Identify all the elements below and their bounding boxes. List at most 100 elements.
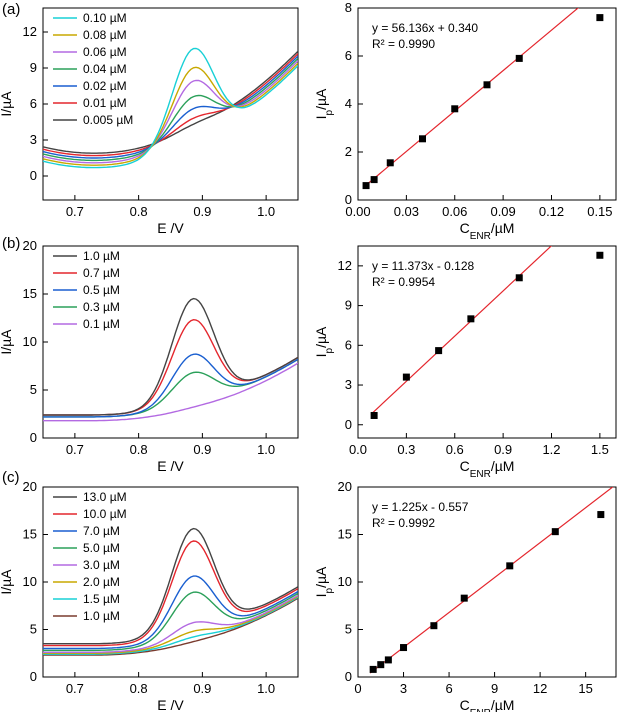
cv-chart-c-series-line [43,596,298,655]
cal-chart-b-data-point [435,347,443,355]
cv-chart-a-series-line [43,57,298,162]
cal-chart-b-data-point [370,411,378,419]
cv-chart-a-legend-label: 0.06 µM [83,45,127,59]
cal-chart-c-ytick-label: 15 [338,527,352,542]
cv-chart-b-series-line [43,318,298,416]
cal-chart-a-ylabel: Ip/µA [313,88,335,119]
cal-chart-a-data-point [419,135,426,143]
cv-chart-a-series-line [43,47,298,169]
cal-chart-c-data-point [377,661,385,669]
cal-chart-b-fit-equation: y = 11.373x - 0.128 [372,259,475,273]
cv-chart-c-series-line [43,575,298,650]
cal-chart-c-xtick-label: 9 [491,681,498,696]
cal-chart-b-xtick-label: 1.5 [591,442,609,457]
cal-chart-b-ytick-label: 0 [345,417,352,432]
cv-chart-b-series-line [43,358,298,418]
cal-chart-a: 0.00 0.03 0.06 0.09 0.12 0.15 0 2 4 6 8 CENR/µM Ip/µ… [313,0,617,242]
cal-chart-a-fit-r2: R² = 0.9990 [372,37,435,51]
cv-chart-c-legend-label: 10.0 µM [83,507,127,521]
cv-chart-a-legend-label: 0.04 µM [83,62,127,76]
cal-chart-b-data-point [402,373,410,381]
cv-chart-b-xtick-label: 0.9 [193,442,211,457]
panel-label-b: (b) [2,235,20,252]
cal-chart-c-data-point [369,665,377,673]
cv-chart-b-ytick-label: 15 [23,286,37,301]
cv-chart-b-legend-label: 0.1 µM [83,317,120,331]
cv-chart-c-legend-label: 1.5 µM [83,592,120,606]
cv-chart-c-legend-label: 1.0 µM [83,609,120,623]
cal-chart-c-xtick-label: 6 [445,681,452,696]
cal-chart-b-ylabel: Ip/µA [313,326,335,357]
cv-chart-a-legend-label: 0.02 µM [83,79,127,93]
cal-chart-c-data-point [506,562,514,570]
cv-chart-b-legend-label: 0.7 µM [83,266,120,280]
cal-chart-c-data-point [597,511,605,519]
cal-chart-c-data-point [384,656,392,664]
cv-chart-a-ytick-label: 6 [30,96,37,111]
cv-chart-a-xtick-label: 0.7 [66,204,84,219]
cv-chart-b-ytick-label: 20 [23,238,37,253]
cv-chart-a-ylabel: I/µA [0,91,14,117]
cv-chart-c-ytick-label: 5 [30,622,37,637]
cal-chart-a-data-point [596,14,604,22]
cal-chart-b-data-point [467,315,475,323]
cv-chart-c-ytick-label: 15 [23,527,37,542]
cal-chart-c-fit-equation: y = 1.225x - 0.557 [372,500,469,514]
cal-chart-c-ytick-label: 20 [338,479,352,494]
cal-chart-b-ytick-label: 12 [338,258,352,273]
cal-chart-b-fit-line [370,246,552,415]
cv-chart-c-legend-label: 7.0 µM [83,524,120,538]
cv-chart-c-series-line [43,527,298,645]
cv-chart-b-ytick-label: 10 [23,334,37,349]
cv-chart-b-legend-label: 0.3 µM [83,300,120,314]
cal-chart-b-ytick-label: 6 [345,337,352,352]
cal-chart-c-data-point [430,622,438,630]
cv-chart-b-ytick-label: 5 [30,382,37,397]
cv-chart-b-series-line [43,353,298,418]
cv-chart-c-legend-label: 2.0 µM [83,575,120,589]
cv-chart-a-xtick-label: 0.8 [130,204,148,219]
cv-chart-c-series-line [43,540,298,647]
cv-chart-a-legend-label: 0.08 µM [83,28,127,42]
cv-chart-a-legend-label: 0.01 µM [83,96,127,110]
cv-chart-b-xtick-label: 0.7 [66,442,84,457]
cv-chart-c-series-line [43,594,298,653]
cv-chart-a-series-line [43,60,298,164]
cv-chart-c-ytick-label: 20 [23,479,37,494]
cal-chart-a-xlabel: CENR/µM [460,220,515,242]
cal-chart-b-xtick-label: 0.9 [494,442,512,457]
cal-chart-c-ytick-label: 0 [345,669,352,684]
cal-chart-b-data-point [515,274,523,282]
cv-chart-c-xtick-label: 0.8 [130,681,148,696]
cv-chart-b-legend-label: 0.5 µM [83,283,120,297]
cal-chart-b-data-point [596,251,604,259]
cv-chart-a-series-line [43,62,298,166]
cv-chart-a-xtick-label: 0.9 [193,204,211,219]
cal-chart-c-data-point [460,594,468,602]
cv-chart-a-ytick-label: 9 [30,60,37,75]
cal-chart-b-ytick-label: 9 [345,298,352,313]
cal-chart-b-xlabel: CENR/µM [460,458,515,480]
cv-chart-b-plot-frame [42,245,299,439]
cv-chart-a-series-line [43,53,298,157]
cal-chart-a-data-point [386,159,394,167]
cv-chart-a: 0.7 0.8 0.9 1.0 0 3 6 9 12 E /V I/µA 0.10 µM 0.08 µM… [0,7,299,236]
cal-chart-c-ytick-label: 5 [345,622,352,637]
cv-chart-b-xlabel: E /V [157,458,184,474]
cv-chart-a-series-line [43,50,298,154]
cv-chart-c-xtick-label: 1.0 [257,681,275,696]
cal-chart-a-xtick-label: 0.06 [442,204,467,219]
cv-chart-c-series-line [43,591,298,652]
cal-chart-c-data-point [551,528,559,536]
cal-chart-b: 0.0 0.3 0.6 0.9 1.2 1.5 0 3 6 9 12 CENR/µM Ip/µA y = … [313,245,617,480]
cv-chart-c-ylabel: I/µA [0,569,14,595]
cal-chart-c-fit-line [369,487,614,674]
cv-chart-a-plot-frame [42,7,299,201]
cal-chart-b-fit-r2: R² = 0.9954 [372,275,435,289]
cal-chart-a-fit-line [365,8,579,186]
cv-chart-a-legend-label: 0.005 µM [83,113,133,127]
panel-label-c: (c) [2,469,20,486]
cv-chart-c: 0.7 0.8 0.9 1.0 0 5 10 15 20 E /V I/µA 13.0 µM 10.0 … [0,479,299,712]
cv-chart-b-series-line [43,362,298,422]
cv-chart-c-legend-label: 3.0 µM [83,558,120,572]
